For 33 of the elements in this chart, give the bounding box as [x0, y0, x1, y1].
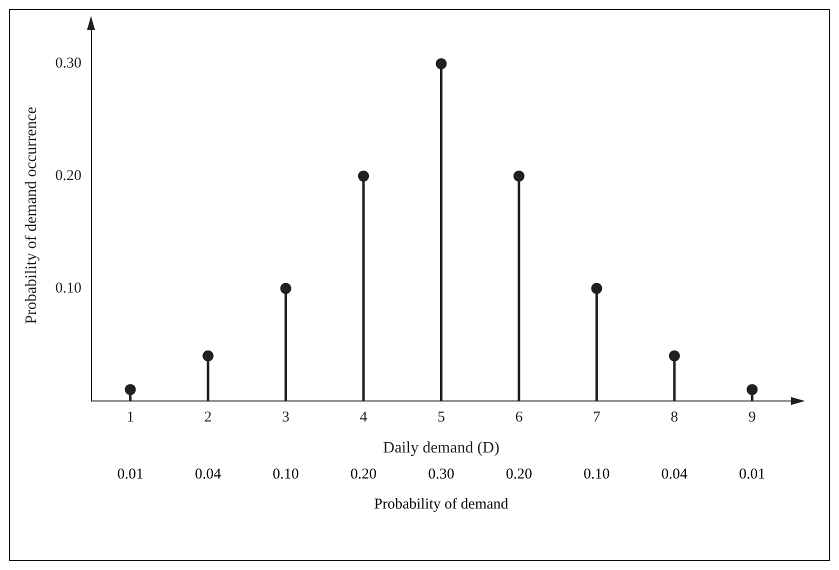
- point: [124, 384, 136, 396]
- data-label: 0.01: [117, 466, 144, 483]
- point: [358, 170, 369, 182]
- text: Probability of demand: [374, 496, 509, 513]
- data-label: 0.20: [350, 466, 377, 483]
- x-tick-label: 5: [437, 410, 445, 426]
- y-axis-title: Probability of demand occurrence: [22, 106, 40, 324]
- x-axis-title: Daily demand (D): [383, 440, 500, 457]
- y-tick-label: 0.10: [55, 280, 82, 296]
- data-label: 0.20: [506, 466, 532, 483]
- x-tick-label: 3: [282, 410, 290, 426]
- data-label: 0.04: [661, 466, 688, 483]
- data-label: 0.10: [584, 466, 610, 483]
- x-tick-label: 9: [748, 410, 756, 426]
- data-label: 0.01: [739, 466, 766, 483]
- point: [436, 58, 447, 70]
- point: [202, 350, 214, 362]
- data-label: 0.10: [272, 466, 299, 483]
- y-tick-label: 0.20: [55, 168, 82, 184]
- point: [668, 350, 680, 362]
- x-tick-label: 7: [592, 410, 601, 426]
- data-label: 0.04: [194, 466, 222, 483]
- x-tick-label: 1: [126, 410, 134, 426]
- data-label: 0.30: [428, 466, 454, 483]
- point: [746, 384, 758, 396]
- y-tick-label: 0.30: [55, 56, 82, 72]
- point: [280, 282, 292, 294]
- x-tick-label: 6: [515, 410, 524, 426]
- x-tick-label: 2: [204, 410, 212, 426]
- x-tick-label: 4: [360, 410, 368, 426]
- point: [513, 170, 524, 182]
- x-tick-label: 8: [670, 410, 678, 426]
- point: [591, 282, 602, 294]
